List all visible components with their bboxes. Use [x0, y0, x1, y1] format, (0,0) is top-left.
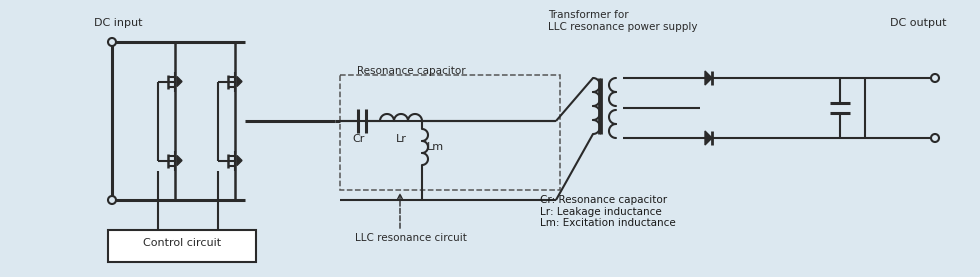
Text: Cr: Cr	[353, 134, 366, 144]
Text: DC input: DC input	[94, 18, 142, 28]
Polygon shape	[177, 155, 182, 165]
Text: Lr: Lr	[396, 134, 407, 144]
Text: Lm: Lm	[427, 142, 444, 152]
Text: DC output: DC output	[890, 18, 947, 28]
Polygon shape	[237, 76, 242, 86]
Bar	[340, 75, 560, 190]
Circle shape	[108, 38, 116, 46]
Bar	[108, 230, 256, 262]
Text: Resonance capacitor: Resonance capacitor	[357, 66, 465, 76]
Text: Transformer for
LLC resonance power supply: Transformer for LLC resonance power supp…	[548, 10, 698, 32]
Polygon shape	[705, 131, 712, 145]
Polygon shape	[705, 71, 712, 85]
Polygon shape	[177, 76, 182, 86]
Circle shape	[931, 74, 939, 82]
Circle shape	[931, 134, 939, 142]
Polygon shape	[237, 155, 242, 165]
Circle shape	[108, 196, 116, 204]
Text: LLC resonance circuit: LLC resonance circuit	[355, 233, 466, 243]
Text: Cr: Resonance capacitor
Lr: Leakage inductance
Lm: Excitation inductance: Cr: Resonance capacitor Lr: Leakage indu…	[540, 195, 676, 228]
Text: Control circuit: Control circuit	[143, 238, 221, 248]
